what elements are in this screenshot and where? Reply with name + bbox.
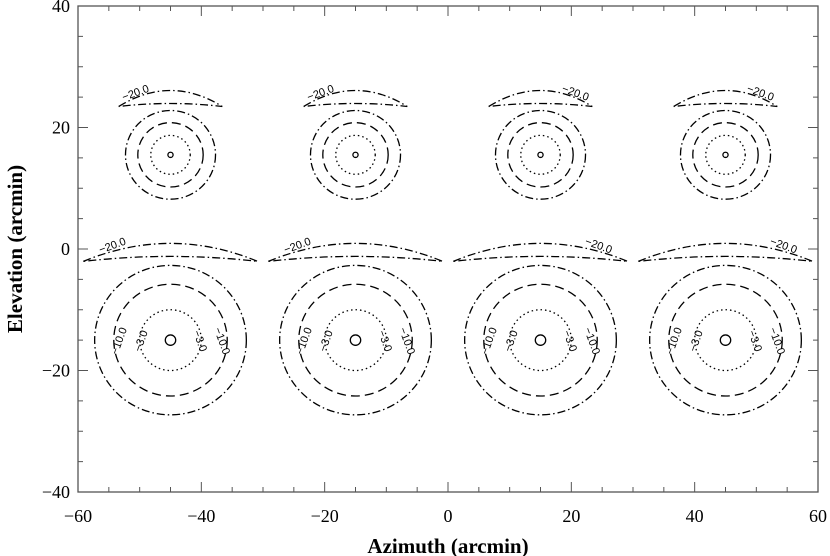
y-tick-label: −40 [42,482,70,502]
contour-3db [694,309,757,372]
contour-label: −20.0 [583,236,613,257]
contour-3db [509,309,572,372]
plot-frame [77,5,819,493]
beam-peak-marker [537,151,544,159]
beam-contours [83,89,813,416]
sidelobe-contour [83,242,258,263]
contour-label: −20.0 [97,236,127,257]
contour-label: −20.0 [560,83,590,104]
contour-label: −20.0 [745,83,775,104]
contour-10db [507,121,574,188]
contour-20db [124,109,217,200]
axis-tick-labels: −60 −40 −20 0 20 40 60 −40 −20 0 20 40 [42,0,827,526]
x-tick-label: −60 [64,506,92,526]
contour-3db [324,309,387,372]
beam-bottom [638,242,813,416]
beam-peak-marker [722,151,729,159]
contour-20db [649,264,803,416]
x-tick-label: 60 [809,506,827,526]
beam-top [488,89,593,200]
beam-bottom [453,242,628,416]
contour-label: −10.0 [766,326,787,356]
contour-10db [692,121,759,188]
sidelobe-contour [638,242,813,263]
sidelobe-contour [268,242,443,263]
beam-peak-marker [534,334,547,346]
y-axis-title: Elevation (arcmin) [3,165,27,333]
contour-label: −10.0 [211,326,232,356]
contour-20db [463,264,617,416]
contour-label: −3.0 [687,329,706,354]
contour-20db [494,109,587,200]
x-tick-label: −20 [311,506,339,526]
x-axis-title: Azimuth (arcmin) [367,534,528,556]
y-tick-label: 0 [61,239,70,259]
contour-label: −10.0 [664,326,685,356]
contour-label: −20.0 [282,236,312,257]
contour-3db [150,134,191,175]
contour-label: −3.0 [190,329,209,354]
contour-3db [335,134,376,175]
contour-label: −10.0 [479,326,500,356]
contour-10db [483,283,598,397]
contour-10db [113,283,228,397]
x-tick-label: −40 [187,506,215,526]
contour-20db [309,109,402,200]
beam-peak-marker [164,334,177,346]
beam-peak-marker [349,334,362,346]
contour-label: −3.0 [375,329,394,354]
contour-10db [322,121,389,188]
sidelobe-contour [673,89,778,108]
y-tick-label: −20 [42,361,70,381]
contour-3db [520,134,561,175]
contour-20db [679,109,772,200]
contour-10db [298,283,413,397]
contour-label: −3.0 [132,329,151,354]
beam-bottom [268,242,443,416]
contour-label: −10.0 [109,326,130,356]
beam-peak-marker [167,151,174,159]
x-tick-label: 20 [562,506,580,526]
contour-label: −3.0 [745,329,764,354]
beam-bottom [83,242,258,416]
beam-peak-marker [719,334,732,346]
contour-label: −10.0 [294,326,315,356]
contour-3db [705,134,746,175]
sidelobe-contour [488,89,593,108]
contour-label: −10.0 [581,326,602,356]
sidelobe-contour [453,242,628,263]
x-tick-label: 0 [444,506,453,526]
contour-label: −20.0 [121,83,151,104]
beam-top [303,89,408,200]
contour-label: −3.0 [560,329,579,354]
contour-20db [278,264,432,416]
x-tick-label: 40 [686,506,704,526]
beam-peak-marker [352,151,359,159]
contour-3db [139,309,202,372]
contour-label: −10.0 [396,326,417,356]
contour-10db [137,121,204,188]
contour-label: −3.0 [502,329,521,354]
contour-label: −20.0 [768,236,798,257]
contour-label: −3.0 [317,329,336,354]
contour-10db [668,283,783,397]
beam-top [673,89,778,200]
beam-top [118,89,223,200]
axis-ticks [77,5,819,493]
sidelobe-contour [303,89,408,108]
y-tick-label: 40 [52,0,70,16]
contour-20db [94,264,247,416]
sidelobe-contour [118,89,223,108]
contour-label: −20.0 [306,83,336,104]
y-tick-label: 20 [52,118,70,138]
